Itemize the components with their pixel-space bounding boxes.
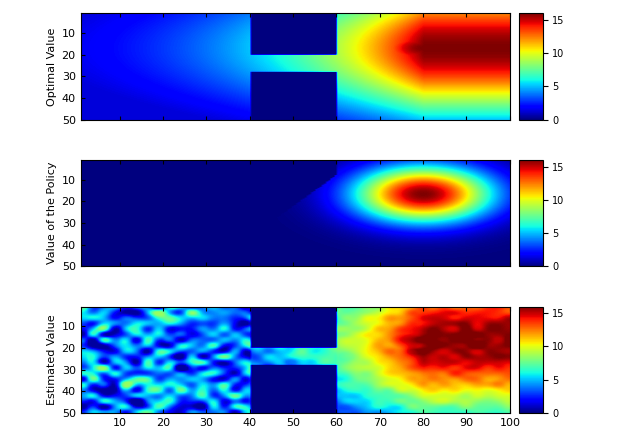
Y-axis label: Value of the Policy: Value of the Policy xyxy=(48,162,58,264)
Y-axis label: Estimated Value: Estimated Value xyxy=(48,314,58,405)
Y-axis label: Optimal Value: Optimal Value xyxy=(48,27,58,106)
